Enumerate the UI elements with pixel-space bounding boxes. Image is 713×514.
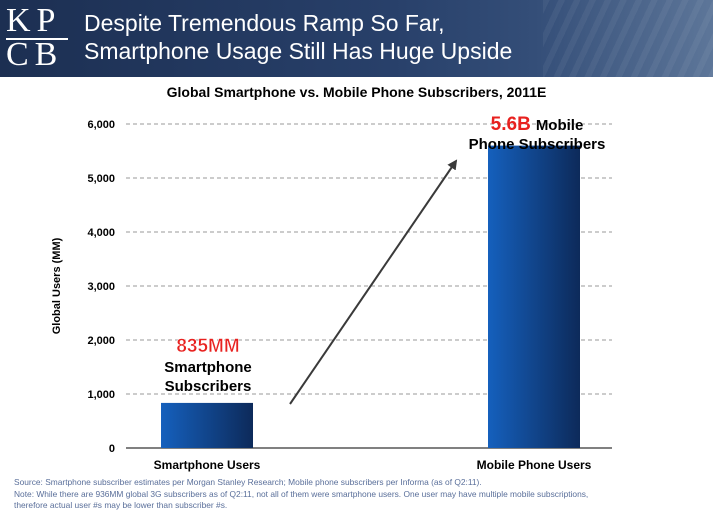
logo-divider — [6, 38, 68, 40]
annotation-value-mobile: 5.6B — [491, 114, 531, 135]
footnote-note-continued: therefore actual user #s may be lower th… — [14, 500, 228, 510]
x-category-label: Smartphone Users — [154, 458, 261, 472]
bar — [161, 402, 253, 448]
y-tick-label: 4,000 — [87, 227, 115, 239]
slide-title-line-2: Smartphone Usage Still Has Huge Upside — [84, 38, 513, 64]
logo-bottom-text: CB — [6, 36, 64, 73]
footnote-source: Source: Smartphone subscriber estimates … — [14, 477, 482, 487]
x-category-label: Mobile Phone Users — [477, 458, 592, 472]
footnote-note: Note: While there are 936MM global 3G su… — [14, 488, 589, 499]
annotation-mobile-line1: 5.6B Mobile — [491, 114, 584, 135]
chart-title: Global Smartphone vs. Mobile Phone Subsc… — [166, 84, 547, 100]
y-tick-label: 0 — [109, 443, 115, 455]
y-tick-label: 6,000 — [87, 119, 115, 131]
slide-header: KP CB Despite Tremendous Ramp So Far, Sm… — [0, 0, 713, 77]
logo-top-text: KP — [6, 2, 62, 39]
kpcb-logo: KP CB — [6, 4, 72, 72]
slide-title: Despite Tremendous Ramp So Far, Smartpho… — [84, 9, 684, 65]
y-tick-label: 1,000 — [87, 389, 115, 401]
bar — [488, 145, 580, 448]
annotation-label-smartphone: Subscribers — [165, 378, 252, 395]
y-tick-label: 3,000 — [87, 281, 115, 293]
slide-title-line-1: Despite Tremendous Ramp So Far, — [84, 10, 445, 36]
header-texture — [543, 0, 713, 77]
annotation-label-smartphone: Smartphone — [164, 359, 252, 376]
y-tick-label: 5,000 — [87, 173, 115, 185]
annotation-value-smartphone: 835MM — [176, 336, 239, 357]
annotation-label-mobile: Phone Subscribers — [469, 136, 606, 153]
growth-arrow — [289, 159, 458, 405]
footnotes: Source: Smartphone subscriber estimates … — [14, 477, 704, 512]
y-axis-title: Global Users (MM) — [51, 237, 63, 334]
bar-chart: 0 1,000 2,000 3,000 4,000 5,000 6,000 Global Us… — [51, 114, 612, 472]
annotation-label-mobile: Mobile — [536, 117, 584, 134]
y-tick-label: 2,000 — [87, 335, 115, 347]
